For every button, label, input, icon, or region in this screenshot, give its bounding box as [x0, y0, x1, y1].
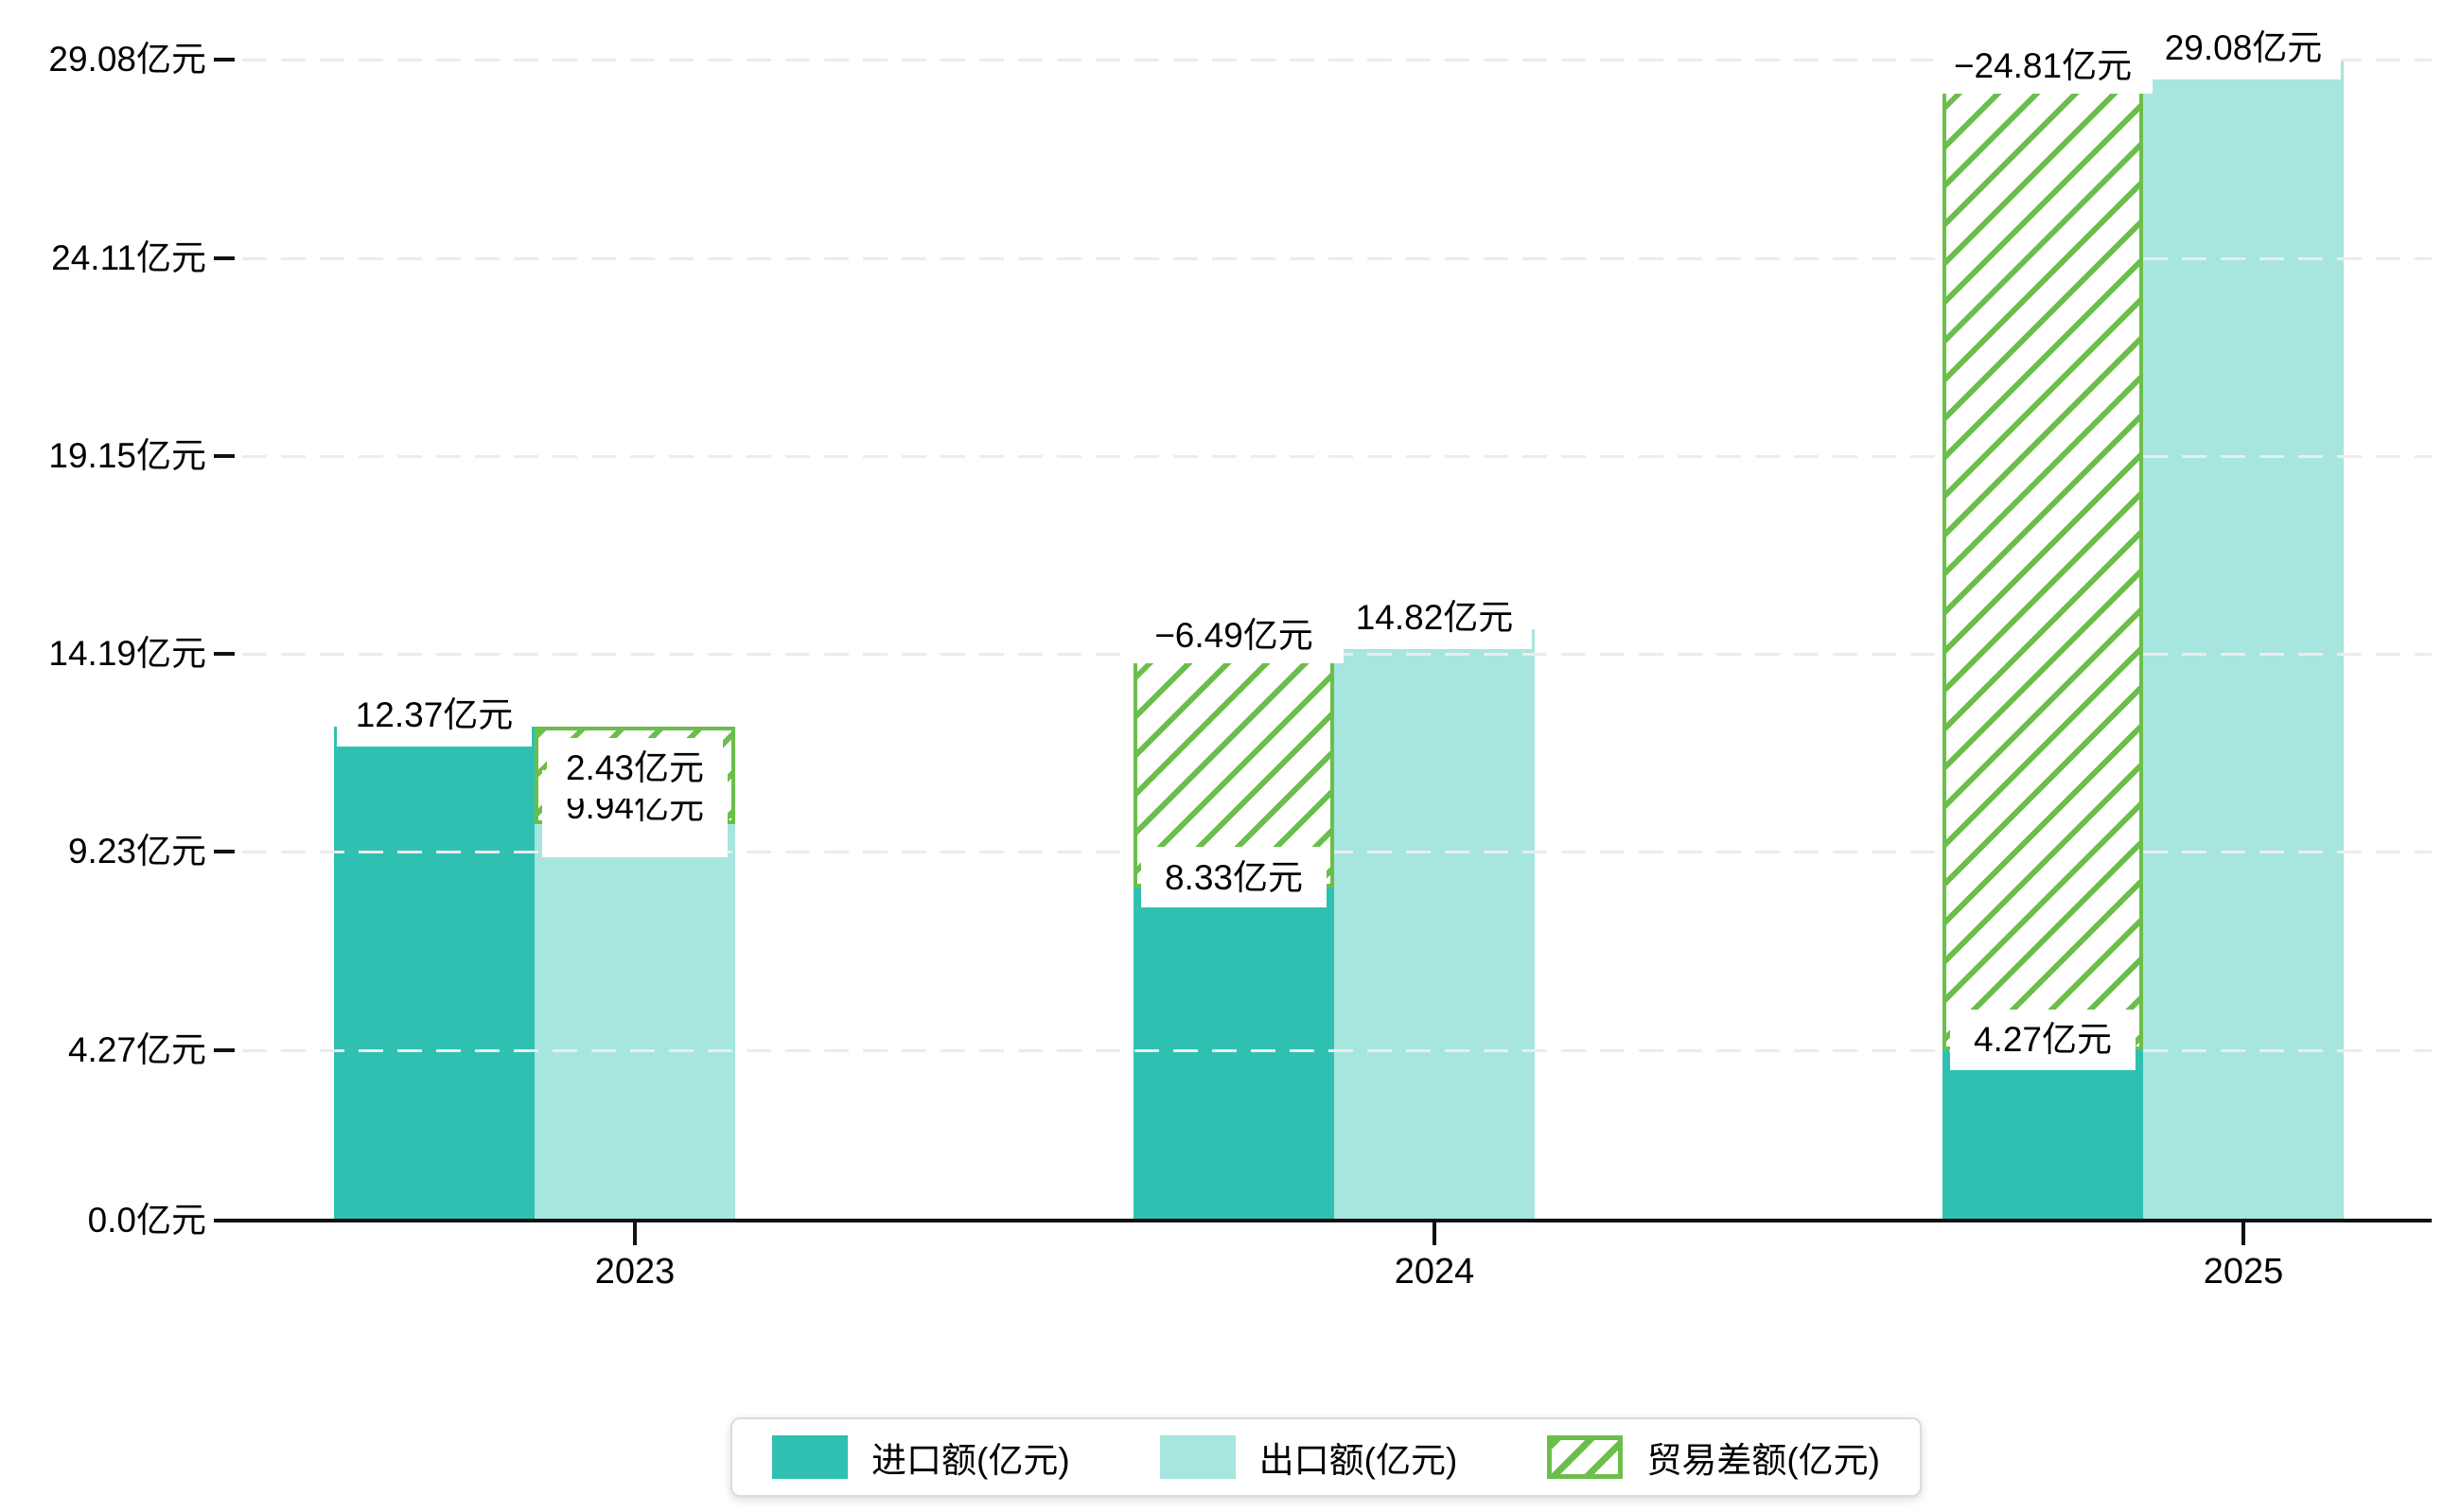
- trade-balance-label: 2.43亿元: [547, 737, 723, 799]
- y-axis-tick-label: 29.08亿元: [48, 39, 206, 79]
- import-bar: [334, 726, 535, 1221]
- x-axis-label: 2023: [594, 1252, 676, 1292]
- y-axis-tick-label: 24.11亿元: [51, 237, 206, 277]
- y-axis-tick-label: 4.27亿元: [67, 1029, 206, 1069]
- x-axis-tick-mark: [2241, 1222, 2245, 1245]
- bar-value-label: 8.33亿元: [1141, 847, 1327, 908]
- y-axis-tick-mark: [214, 255, 235, 260]
- x-axis-tick-mark: [633, 1222, 637, 1245]
- y-axis-tick-mark: [214, 850, 235, 854]
- import-bar: [1134, 888, 1334, 1221]
- balance-hatched-swatch: [1547, 1435, 1624, 1479]
- bar-value-label: 4.27亿元: [1950, 1009, 2136, 1070]
- grid-line: [242, 58, 2432, 62]
- bar-value-label: 29.08亿元: [2146, 15, 2341, 79]
- trade-balance-bar: [1942, 59, 2143, 1050]
- legend-row: 进口额(亿元) 出口额(亿元) 贸易差额(亿元): [220, 1417, 2432, 1497]
- x-axis-label: 2025: [2203, 1252, 2284, 1292]
- grid-line: [242, 256, 2432, 260]
- grid-line: [242, 1048, 2432, 1052]
- y-axis-tick-label: 0.0亿元: [87, 1201, 206, 1239]
- legend-item: 进口额(亿元): [772, 1432, 1070, 1483]
- export-bar: [2143, 59, 2344, 1221]
- import-swatch: [772, 1435, 849, 1479]
- y-axis-tick-mark: [214, 453, 235, 458]
- y-axis-tick-label: 9.23亿元: [67, 832, 206, 871]
- y-axis-tick-label: 14.19亿元: [48, 634, 206, 674]
- import-bar: [1942, 1049, 2143, 1221]
- export-bar: [535, 823, 735, 1221]
- x-axis-tick-mark: [1433, 1222, 1436, 1245]
- y-axis-tick-mark: [214, 652, 235, 657]
- bar-value-label: 12.37亿元: [337, 682, 532, 747]
- legend-label: 贸易差额(亿元): [1646, 1441, 1880, 1480]
- legend-label: 进口额(亿元): [871, 1441, 1070, 1480]
- grid-line: [242, 851, 2432, 854]
- trade-balance-label: −24.81亿元: [1933, 38, 2153, 94]
- trade-balance-label: −6.49亿元: [1124, 607, 1344, 663]
- export-swatch: [1159, 1435, 1236, 1479]
- bar-value-label: 14.82亿元: [1337, 585, 1532, 649]
- legend: 进口额(亿元) 出口额(亿元) 贸易差额(亿元): [730, 1417, 1922, 1497]
- x-axis-line: [220, 1219, 2432, 1222]
- y-axis-tick-label: 19.15亿元: [48, 435, 206, 475]
- legend-item: 出口额(亿元): [1159, 1432, 1458, 1483]
- legend-label: 出口额(亿元): [1258, 1441, 1458, 1480]
- legend-item: 贸易差额(亿元): [1547, 1432, 1880, 1483]
- x-axis-label: 2024: [1394, 1252, 1475, 1292]
- grid-line: [242, 454, 2432, 458]
- y-axis-tick-mark: [214, 57, 235, 62]
- export-bar: [1334, 628, 1535, 1221]
- y-axis-tick-mark: [214, 1047, 235, 1052]
